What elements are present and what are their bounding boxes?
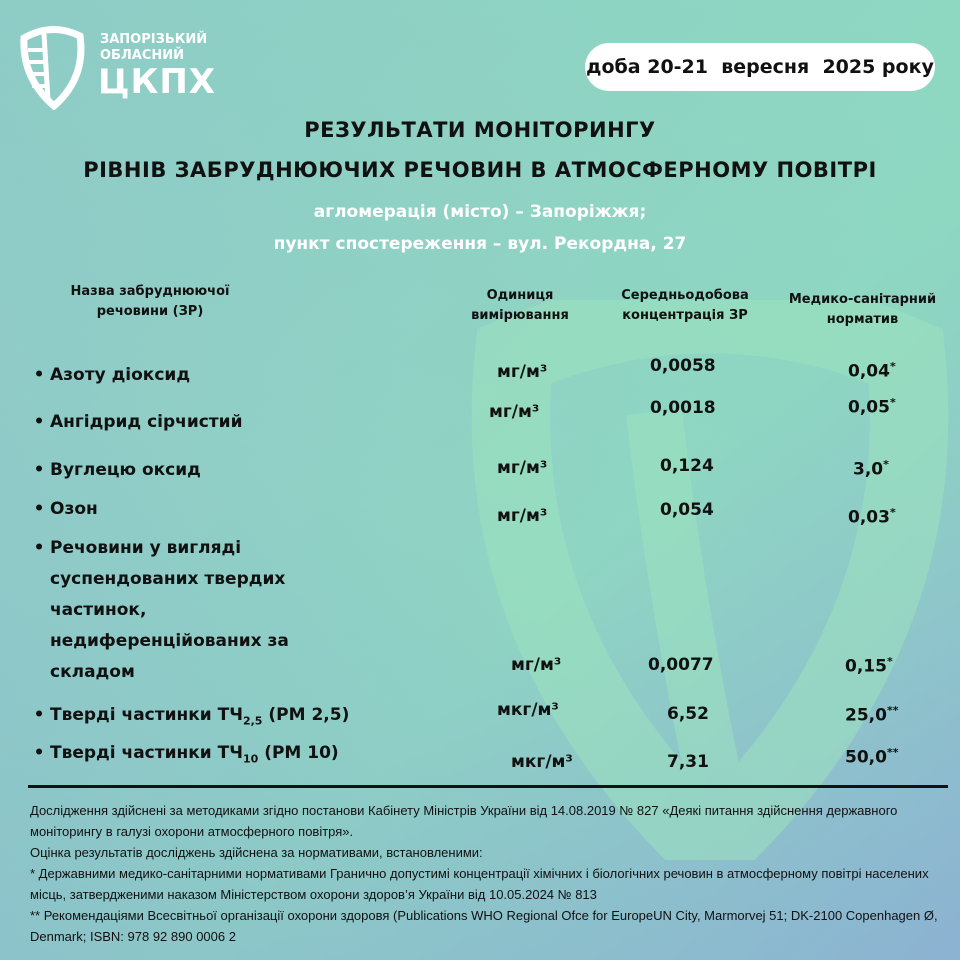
bullet: • (33, 538, 45, 558)
pollutant-name: • Озон (28, 494, 98, 525)
header-unit-l2: вимірювання (471, 308, 569, 323)
pollutant-name: • Ангідрид сірчистий (28, 407, 243, 438)
subtitle-line1: агломерація (місто) – Запоріжжя; (313, 202, 647, 222)
header-name-l2: речовини (ЗР) (96, 304, 204, 319)
norm-value: 0,04 (848, 361, 890, 382)
unit: мг/м³ (497, 458, 548, 478)
norm-footnote-mark: * (889, 506, 896, 519)
org-line1: ЗАПОРІЗЬКИЙ (100, 32, 208, 47)
norm-value: 25,0 (845, 705, 887, 726)
norm-footnote-mark: * (886, 655, 893, 668)
table-bottom-rule (28, 785, 948, 788)
norm-footnote-mark: * (889, 360, 896, 373)
unit: мг/м³ (497, 506, 548, 526)
norm-value: 3,0 (853, 459, 884, 480)
norm-value: 0,15 (845, 656, 887, 677)
pollutant-name-text: Азоту діоксид (50, 365, 191, 385)
concentration: 0,0018 (650, 398, 716, 418)
concentration: 0,124 (660, 456, 714, 476)
pollutant-name: • Азоту діоксид (28, 360, 191, 391)
pollutant-name: • Речовини у вигляді суспендованих твердих… (28, 533, 289, 688)
norm: 0,03* (848, 506, 896, 528)
header-norm-l1: Медико-санітарний (788, 292, 937, 307)
pollutant-name-text: Озон (50, 499, 98, 519)
subtitle-line2: пункт спостереження – вул. Рекордна, 27 (273, 234, 687, 254)
footnote-methods: Дослідження здійснені за методиками згід… (30, 803, 898, 839)
header-name: Назва забруднюючої речовини (ЗР) (30, 282, 270, 322)
concentration: 0,0077 (648, 655, 714, 675)
concentration: 7,31 (667, 752, 709, 772)
header-conc-l1: Середньодобова (621, 288, 749, 303)
pollutant-subscript: 2,5 (242, 714, 263, 728)
footnote-assessment: Оцінка результатів досліджень здійснена … (30, 845, 483, 860)
header-norm: Медико-санітарний норматив (770, 290, 955, 330)
pollutant-name-line: недиференційованих за (50, 631, 289, 651)
logo-shield-icon (20, 26, 85, 110)
unit: мкг/м³ (511, 752, 573, 772)
pollutant-name: • Тверді частинки ТЧ2,5 (РМ 2,5) (28, 700, 350, 736)
norm-value: 0,05 (848, 397, 890, 418)
org-line2: ОБЛАСНИЙ (100, 48, 184, 63)
bullet: • (33, 499, 45, 519)
pollutant-name-line: суспендованих твердих (50, 569, 286, 589)
unit: мкг/м³ (497, 700, 559, 720)
norm: 3,0* (853, 458, 889, 480)
bullet: • (33, 743, 45, 763)
pollutant-name-line: складом (50, 662, 135, 682)
pollutant-name-text: Вуглецю оксид (50, 460, 201, 480)
norm-footnote-mark: * (883, 458, 889, 471)
concentration: 6,52 (667, 704, 709, 724)
norm-footnote-mark: ** (886, 704, 899, 717)
page-title-line1: РЕЗУЛЬТАТИ МОНІТОРИНГУ (304, 118, 656, 142)
header-conc-l2: концентрація ЗР (622, 308, 748, 323)
pollutant-name-text: Тверді частинки ТЧ (50, 743, 243, 763)
header-name-l1: Назва забруднюючої (70, 284, 230, 299)
pollutant-subscript: 10 (242, 752, 259, 766)
pollutant-name-line: Речовини у вигляді (50, 538, 242, 558)
header-unit-l1: Одиниця (486, 288, 554, 303)
unit: мг/м³ (511, 655, 562, 675)
org-name: ЗАПОРІЗЬКИЙ ОБЛАСНИЙ (100, 32, 207, 64)
pollutant-name-text: Ангідрид сірчистий (50, 412, 243, 432)
unit: мг/м³ (497, 362, 548, 382)
bullet: • (33, 460, 45, 480)
footnotes: Дослідження здійснені за методиками згід… (30, 800, 950, 947)
header-norm-l2: норматив (826, 312, 899, 327)
org-abbr: ЦКПХ (98, 62, 217, 102)
header-unit: Одиниця вимірювання (445, 286, 595, 326)
pollutant-name-text: Тверді частинки ТЧ (50, 705, 243, 725)
norm: 0,05* (848, 396, 896, 418)
pollutant-name: • Тверді частинки ТЧ10 (РМ 10) (28, 738, 339, 774)
unit: мг/м³ (489, 402, 540, 422)
norm-value: 50,0 (845, 747, 887, 768)
bullet: • (33, 705, 45, 725)
norm: 0,15* (845, 655, 893, 677)
norm-value: 0,03 (848, 507, 890, 528)
footnote-single-star: * Державними медико-санітарними норматив… (30, 866, 929, 902)
norm: 50,0** (845, 746, 898, 768)
concentration: 0,054 (660, 500, 714, 520)
page-title-line2: РІВНІВ ЗАБРУДНЮЮЧИХ РЕЧОВИН В АТМОСФЕРНО… (83, 158, 877, 182)
pollutant-name-suffix: (РМ 2,5) (262, 705, 350, 725)
date-badge: доба 20-21 вересня 2025 року (585, 43, 935, 91)
footnote-double-star: ** Рекомендаціями Всесвітньої організаці… (30, 908, 938, 944)
shield-watermark-icon (471, 300, 949, 860)
pollutant-name-suffix: (РМ 10) (258, 743, 339, 763)
norm: 25,0** (845, 704, 898, 726)
norm-footnote-mark: ** (886, 746, 899, 759)
norm: 0,04* (848, 360, 896, 382)
norm-footnote-mark: * (889, 396, 896, 409)
header-conc: Середньодобова концентрація ЗР (605, 286, 765, 326)
pollutant-name-line: частинок, (50, 600, 147, 620)
concentration: 0,0058 (650, 356, 716, 376)
bullet: • (33, 365, 45, 385)
bullet: • (33, 412, 45, 432)
pollutant-name: • Вуглецю оксид (28, 455, 201, 486)
